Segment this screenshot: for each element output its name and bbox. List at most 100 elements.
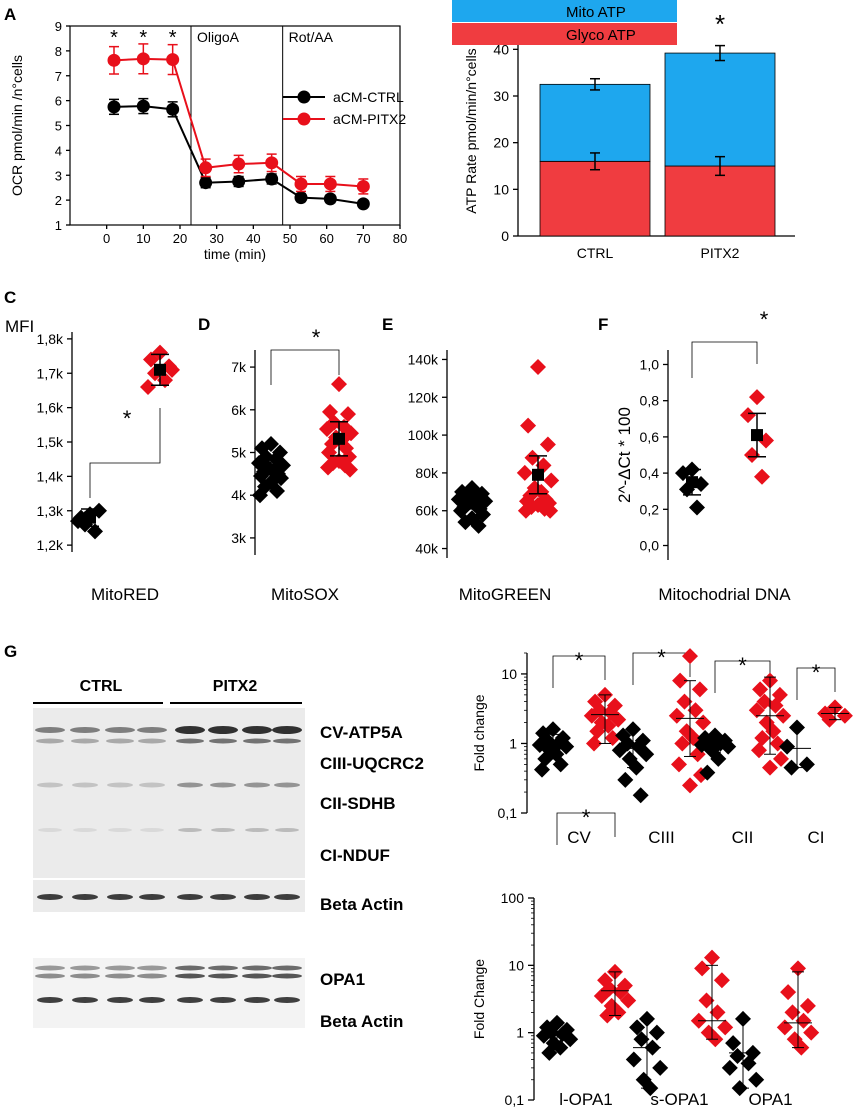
y-tick-label: 40k: [415, 541, 439, 557]
data-point: [323, 177, 337, 191]
y-tick-label: 1,3k: [37, 503, 64, 519]
significance-star: *: [657, 645, 666, 670]
y-tick-label: 9: [55, 19, 62, 34]
y-tick-label: 5: [55, 119, 62, 134]
data-point: [652, 1059, 669, 1076]
data-point: [754, 729, 771, 746]
data-point: [543, 472, 560, 489]
data-point: [752, 681, 769, 698]
y-tick-label: 7k: [231, 359, 247, 375]
blot-band: [274, 782, 300, 788]
blot-band: [177, 997, 203, 1003]
panel-title: MFI: [5, 317, 34, 336]
blot-band: [72, 997, 98, 1003]
data-point: [252, 487, 268, 504]
mitogreen-scatter: 40k 60k 80k 100k 120k 140k MitoGREEN: [408, 350, 560, 604]
data-point: [612, 984, 629, 1001]
blot-band: [274, 997, 300, 1003]
y-tick-label: 7: [55, 69, 62, 84]
significance-bracket: [552, 655, 606, 688]
y-tick-label: 6: [55, 94, 62, 109]
data-point: [620, 992, 637, 1009]
y-tick-label: 100: [501, 890, 525, 906]
blot-band: [208, 726, 238, 734]
data-point: [784, 1004, 801, 1021]
y-tick-label: 0: [501, 228, 509, 244]
data-point: [648, 1024, 665, 1041]
category-label: l-OPA1: [559, 1090, 613, 1109]
mitored-scatter: 1,2k 1,3k 1,4k 1,5k 1,6k 1,7k 1,8k MitoRED * MFI: [5, 317, 180, 604]
data-point: [140, 379, 156, 395]
blot-band-label: CIII-UQCRC2: [320, 754, 424, 773]
data-point: [589, 723, 606, 740]
data-point: [638, 746, 655, 763]
data-point: [676, 693, 693, 710]
data-point: [617, 771, 634, 788]
mean-marker: [466, 493, 478, 506]
y-tick-label: 1,5k: [37, 434, 64, 450]
blot-band: [105, 973, 135, 979]
x-axis-label: Mitochodrial DNA: [658, 585, 791, 604]
data-point: [294, 191, 308, 205]
data-point: [164, 361, 180, 378]
data-point: [552, 756, 569, 773]
mean-marker: [751, 429, 763, 442]
blot-band: [138, 738, 166, 744]
blot-band: [72, 782, 98, 788]
blot-band: [210, 894, 236, 900]
category-label: CTRL: [577, 245, 614, 261]
data-point: [799, 997, 816, 1014]
significance-bracket: [556, 812, 616, 845]
data-point: [687, 702, 704, 719]
x-tick-label: 10: [136, 231, 150, 246]
blot-band: [210, 782, 236, 788]
data-point: [470, 517, 487, 534]
blot-band: [107, 894, 133, 900]
legend-swatch-mito: [452, 0, 677, 22]
panel-label-d: D: [198, 315, 210, 334]
data-point: [457, 514, 474, 531]
blot-band: [244, 894, 270, 900]
data-point: [682, 777, 698, 794]
data-point: [744, 447, 760, 463]
y-tick-label: 1,7k: [37, 365, 64, 381]
data-point: [633, 1031, 650, 1048]
y-tick-label: 1,6k: [37, 400, 64, 416]
category-label: PITX2: [701, 245, 740, 261]
panel-label-c: C: [4, 288, 16, 307]
data-point: [319, 421, 335, 438]
data-point: [798, 756, 815, 773]
data-point: [516, 464, 533, 481]
panel-label-a: A: [4, 5, 16, 24]
blot-band-label: Beta Actin: [320, 895, 403, 914]
blot-band: [70, 727, 100, 733]
significance-star: *: [812, 660, 821, 685]
data-point: [710, 750, 727, 767]
blot-band: [37, 894, 63, 900]
blot-band: [137, 965, 167, 971]
data-point: [748, 1071, 765, 1088]
blot-band: [107, 997, 133, 1003]
y-tick-label: 2: [55, 193, 62, 208]
data-point: [611, 742, 628, 759]
y-tick-label: 5k: [231, 445, 247, 461]
data-point: [795, 1012, 812, 1029]
data-point: [107, 53, 121, 67]
y-tick-label: 1,0: [640, 356, 660, 372]
data-point: [721, 1059, 738, 1076]
opa1-fold-change-scatter: 0,1 1 10 100 Fold Change l-OPA1 * s-OPA1 OPA1: [471, 805, 820, 1109]
blot-band: [178, 828, 202, 832]
blot-band: [272, 973, 302, 979]
y-tick-label: 0,8: [640, 393, 660, 409]
data-point: [776, 1019, 793, 1036]
y-axis-label: OCR pmol/min /n°cells: [9, 55, 25, 196]
blot-band: [137, 973, 167, 979]
x-axis-label: MitoGREEN: [459, 585, 552, 604]
data-point: [699, 764, 716, 781]
y-tick-label: 60k: [415, 503, 439, 519]
data-point: [232, 174, 246, 188]
blot-band: [37, 997, 63, 1003]
x-tick-label: 50: [283, 231, 297, 246]
data-point: [562, 1031, 579, 1048]
significance-bracket: [632, 652, 691, 685]
